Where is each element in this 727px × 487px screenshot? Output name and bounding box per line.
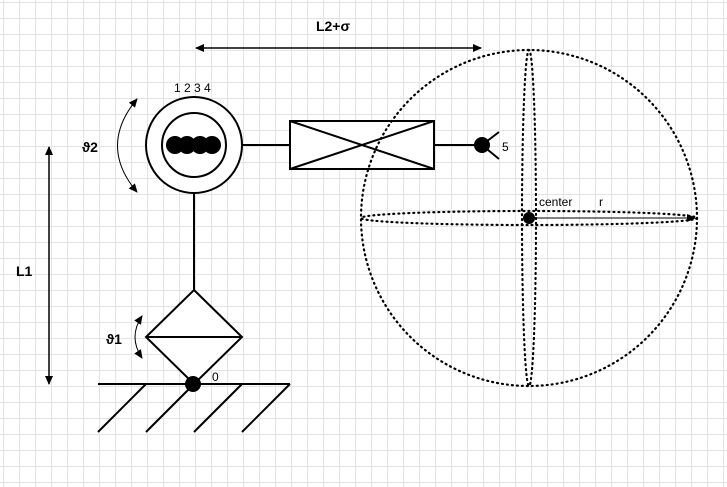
joint-0-label: 0 (212, 370, 219, 384)
base-rotary-joint (144, 288, 244, 386)
sphere-radius-label: r (599, 195, 603, 209)
prismatic-joint (289, 120, 435, 170)
l2-sigma-label: L2+σ (316, 18, 351, 34)
theta1-rotation-arrow (134, 315, 143, 359)
joint-5-label: 5 (502, 140, 509, 154)
theta2-rotation-arrow (117, 98, 138, 193)
theta2-label: ϑ2 (82, 139, 98, 155)
joint-0-dot (185, 376, 201, 392)
joints-1-2-3-4 (166, 136, 221, 154)
joint-numbers-label: 1 2 3 4 (174, 81, 211, 95)
l1-label: L1 (16, 263, 33, 279)
theta1-label: ϑ1 (106, 331, 122, 347)
joint-5-dot (474, 137, 490, 153)
sphere-center-label: center (539, 195, 572, 209)
sphere-center-dot (523, 212, 535, 224)
